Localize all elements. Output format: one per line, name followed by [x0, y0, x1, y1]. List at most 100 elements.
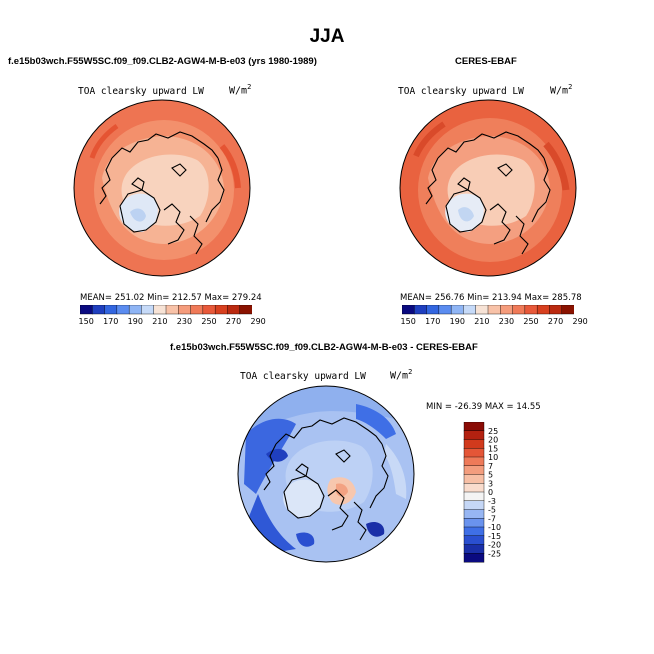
colorbar-swatch: [487, 305, 501, 315]
colorbar-swatch: [463, 465, 485, 476]
colorbar-swatch: [426, 305, 440, 315]
greenland-core-fill: [130, 208, 146, 222]
panel-model-units: W/m2: [229, 83, 252, 97]
colorbar-swatch: [116, 305, 130, 315]
panel-model-variable: TOA clearsky upward LW: [78, 86, 204, 97]
colorbar-tick-label: 150: [400, 317, 416, 326]
colorbar-swatch: [463, 509, 485, 519]
colorbar-obs: [402, 305, 574, 315]
panel-diff-map: [237, 385, 415, 563]
colorbar-tick-label: 5: [488, 471, 493, 480]
colorbar-tick-label: -7: [488, 514, 496, 523]
colorbar-tick-label: 190: [449, 317, 465, 326]
panel-diff-variable: TOA clearsky upward LW: [240, 371, 366, 382]
colorbar-model: [80, 305, 252, 315]
panel-diff-units: W/m2: [390, 368, 413, 382]
colorbar-swatch: [463, 491, 485, 502]
panel-diff-title: f.e15b03wch.F55W5SC.f09_f09.CLB2-AGW4-M-…: [170, 342, 478, 353]
colorbar-swatch: [463, 553, 485, 563]
colorbar-tick-label: 170: [103, 317, 119, 326]
colorbar-swatch: [128, 305, 142, 315]
colorbar-tick-label: -25: [488, 549, 501, 558]
colorbar-tick-label: -3: [488, 497, 496, 506]
colorbar-swatch: [239, 305, 252, 315]
colorbar-swatch: [463, 448, 485, 458]
colorbar-tick-label: -20: [488, 541, 501, 550]
colorbar-tick-label: 25: [488, 427, 498, 436]
colorbar-tick-label: 290: [250, 317, 266, 326]
colorbar-swatch: [141, 305, 155, 315]
map-border: [73, 99, 251, 277]
panel-obs-variable: TOA clearsky upward LW: [398, 86, 524, 97]
panel-obs-units: W/m2: [550, 83, 573, 97]
colorbar-swatch: [463, 518, 485, 528]
panel-model-map: [73, 99, 251, 277]
colorbar-tick-label: -5: [488, 506, 496, 515]
colorbar-tick-label: 170: [425, 317, 441, 326]
colorbar-tick-label: 190: [127, 317, 143, 326]
panel-obs-title: CERES-EBAF: [455, 56, 517, 67]
greenland-fill: [283, 479, 322, 518]
colorbar-swatch: [512, 305, 526, 315]
colorbar-swatch: [227, 305, 241, 315]
siberia-negative-fill: [356, 404, 396, 439]
colorbar-tick-label: 150: [78, 317, 94, 326]
colorbar-swatch: [536, 305, 550, 315]
greenland-core-fill: [458, 207, 474, 222]
colorbar-swatch: [153, 305, 167, 315]
panel-model-stats: MEAN= 251.02 Min= 212.57 Max= 279.24: [80, 293, 262, 303]
colorbar-tick-label: 20: [488, 436, 498, 445]
coastlines: [263, 417, 389, 541]
colorbar-swatch: [92, 305, 106, 315]
colorbar-obs-ticks: 150 170 190 210 230 250 270 290: [400, 317, 588, 329]
colorbar-model-ticks: 150 170 190 210 230 250 270 290: [78, 317, 266, 329]
colorbar-tick-label: 270: [547, 317, 564, 326]
map-border: [237, 385, 415, 563]
colorbar-tick-label: 250: [201, 317, 217, 326]
colorbar-swatch: [178, 305, 192, 315]
colorbar-swatch: [561, 305, 574, 315]
colorbar-tick-label: -15: [488, 532, 501, 541]
colorbar-tick-label: 270: [225, 317, 242, 326]
colorbar-swatch: [438, 305, 452, 315]
colorbar-tick-label: 250: [523, 317, 539, 326]
colorbar-tick-label: 0: [488, 488, 493, 497]
colorbar-swatch: [214, 305, 228, 315]
colorbar-tick-label: -10: [488, 523, 501, 532]
colorbar-swatch: [450, 305, 464, 315]
coastlines: [425, 131, 551, 255]
colorbar-swatch: [500, 305, 514, 315]
colorbar-swatch: [524, 305, 538, 315]
map-border: [399, 99, 577, 277]
colorbar-tick-label: 290: [572, 317, 588, 326]
colorbar-swatch: [463, 526, 485, 537]
colorbar-swatch: [549, 305, 563, 315]
panel-obs-map: [399, 99, 577, 277]
colorbar-tick-label: 230: [176, 317, 193, 326]
colorbar-swatch: [463, 483, 485, 493]
colorbar-swatch: [463, 535, 485, 546]
colorbar-swatch: [104, 305, 118, 315]
page-title: JJA: [309, 26, 345, 47]
colorbar-tick-label: 10: [488, 453, 498, 462]
colorbar-swatch: [165, 305, 179, 315]
colorbar-tick-label: 210: [152, 317, 168, 326]
colorbar-swatch: [463, 305, 477, 315]
colorbar-swatch: [414, 305, 428, 315]
colorbar-swatch: [463, 500, 485, 511]
colorbar-tick-label: 230: [498, 317, 515, 326]
colorbar-swatch: [463, 422, 485, 432]
colorbar-tick-label: 3: [488, 479, 493, 488]
colorbar-swatch: [463, 456, 485, 467]
colorbar-tick-label: 7: [488, 462, 493, 471]
colorbar-swatch: [202, 305, 216, 315]
colorbar-swatch: [80, 305, 93, 315]
panel-model-title: f.e15b03wch.F55W5SC.f09_f09.CLB2-AGW4-M-…: [8, 56, 317, 67]
coastlines: [99, 131, 225, 255]
panel-diff-stats: MIN = -26.39 MAX = 14.55: [426, 402, 541, 412]
colorbar-swatch: [463, 439, 485, 449]
colorbar-swatch: [402, 305, 415, 315]
colorbar-swatch: [463, 544, 485, 554]
colorbar-swatch: [463, 430, 485, 441]
